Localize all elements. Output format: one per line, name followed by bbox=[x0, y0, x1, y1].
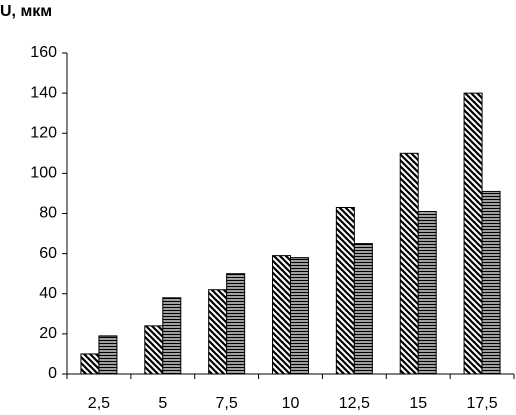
bar bbox=[98, 335, 118, 375]
y-tick-label: 100 bbox=[30, 165, 57, 182]
y-tick-label: 140 bbox=[30, 84, 57, 101]
x-tick-label: 7,5 bbox=[216, 395, 238, 412]
y-tick-label: 120 bbox=[30, 124, 57, 141]
bar bbox=[144, 325, 164, 375]
bar bbox=[417, 210, 437, 375]
bar bbox=[162, 297, 182, 375]
bar bbox=[272, 255, 291, 375]
bar bbox=[463, 92, 483, 375]
x-tick-label: 12,5 bbox=[339, 395, 370, 412]
y-tick-label: 80 bbox=[39, 205, 57, 222]
x-tick-label: 17,5 bbox=[467, 395, 498, 412]
bar bbox=[290, 257, 309, 375]
bar bbox=[399, 152, 419, 375]
bar bbox=[335, 206, 355, 375]
x-tick-label: 10 bbox=[282, 395, 300, 412]
bar bbox=[80, 353, 100, 375]
y-tick-label: 60 bbox=[39, 245, 57, 262]
y-tick-label: 20 bbox=[39, 325, 57, 342]
y-tick-label: 0 bbox=[48, 365, 57, 382]
bar bbox=[481, 190, 501, 375]
bar bbox=[226, 273, 246, 375]
x-tick-label: 15 bbox=[409, 395, 427, 412]
chart-title: U, мкм bbox=[0, 3, 52, 20]
x-tick-label: 2,5 bbox=[88, 395, 110, 412]
y-tick-label: 160 bbox=[30, 44, 57, 61]
bar bbox=[353, 243, 373, 375]
bar bbox=[208, 289, 228, 375]
x-tick-label: 5 bbox=[158, 395, 167, 412]
y-tick-label: 40 bbox=[39, 285, 57, 302]
